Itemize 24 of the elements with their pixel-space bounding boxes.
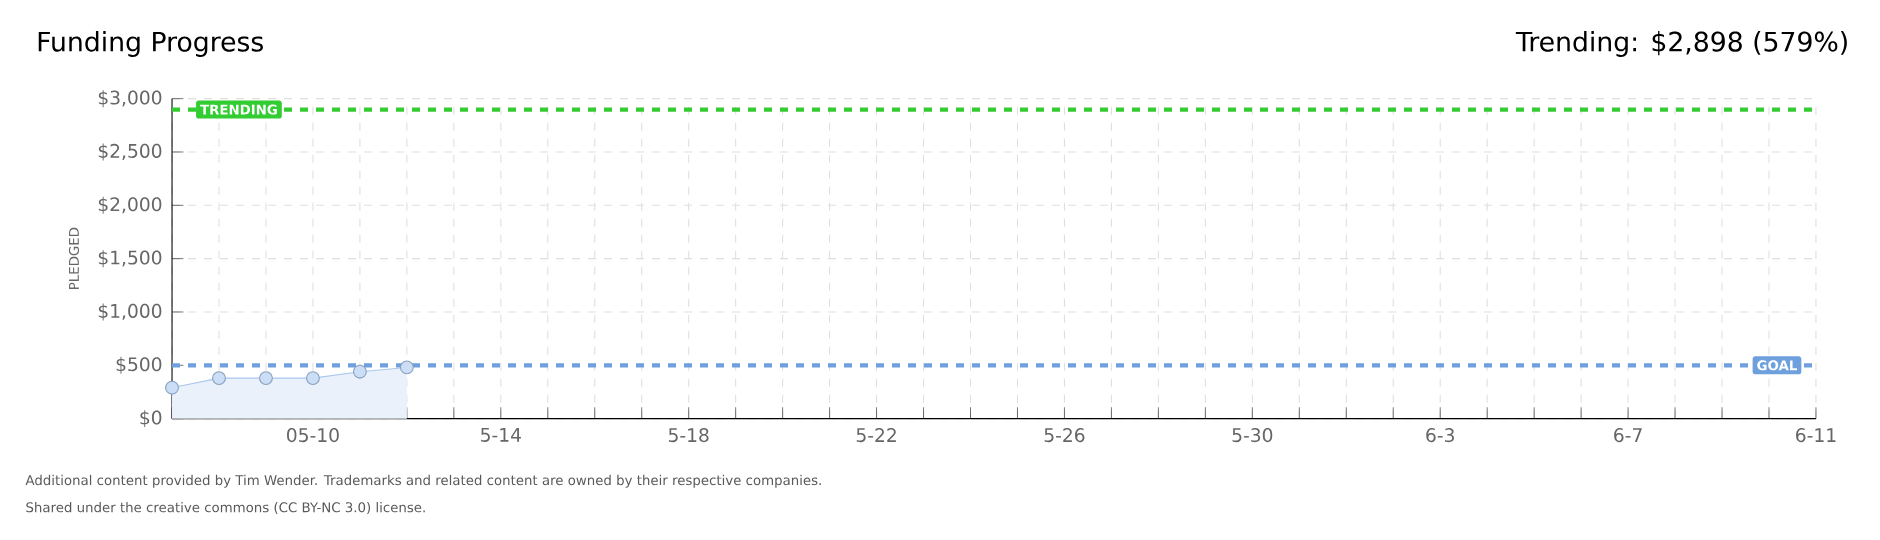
x-tick-label: 05-10 <box>287 428 339 443</box>
x-tick-label: 6-11 <box>1796 428 1836 443</box>
x-tick-label: 5-18 <box>668 428 709 443</box>
x-tick-label: 5-30 <box>1232 428 1273 443</box>
y-tick-label: $3,000 <box>98 90 162 108</box>
y-tick-label: $2,500 <box>98 143 162 161</box>
point <box>165 380 179 395</box>
x-tick-label: 5-26 <box>1044 428 1085 443</box>
point <box>305 371 320 386</box>
y-tick-label: $1,500 <box>98 250 162 268</box>
x-tick-label: 5-22 <box>856 428 896 443</box>
y-tick-label: $1,000 <box>98 303 162 321</box>
y-tick-label: $0 <box>140 410 162 428</box>
point <box>399 360 414 375</box>
chart-title: Funding Progress <box>38 31 263 57</box>
y-tick-label: $2,000 <box>98 196 162 214</box>
point <box>352 364 367 379</box>
x-tick-label: 6-7 <box>1614 428 1642 443</box>
point <box>259 371 273 386</box>
chart-subtitle: Trending: $2,898 (579%) <box>1515 31 1847 57</box>
point <box>212 371 226 386</box>
x-tick-label: 5-14 <box>481 428 521 442</box>
x-tick-label: 6-3 <box>1426 428 1454 443</box>
y-tick-label: $500 <box>116 356 162 374</box>
